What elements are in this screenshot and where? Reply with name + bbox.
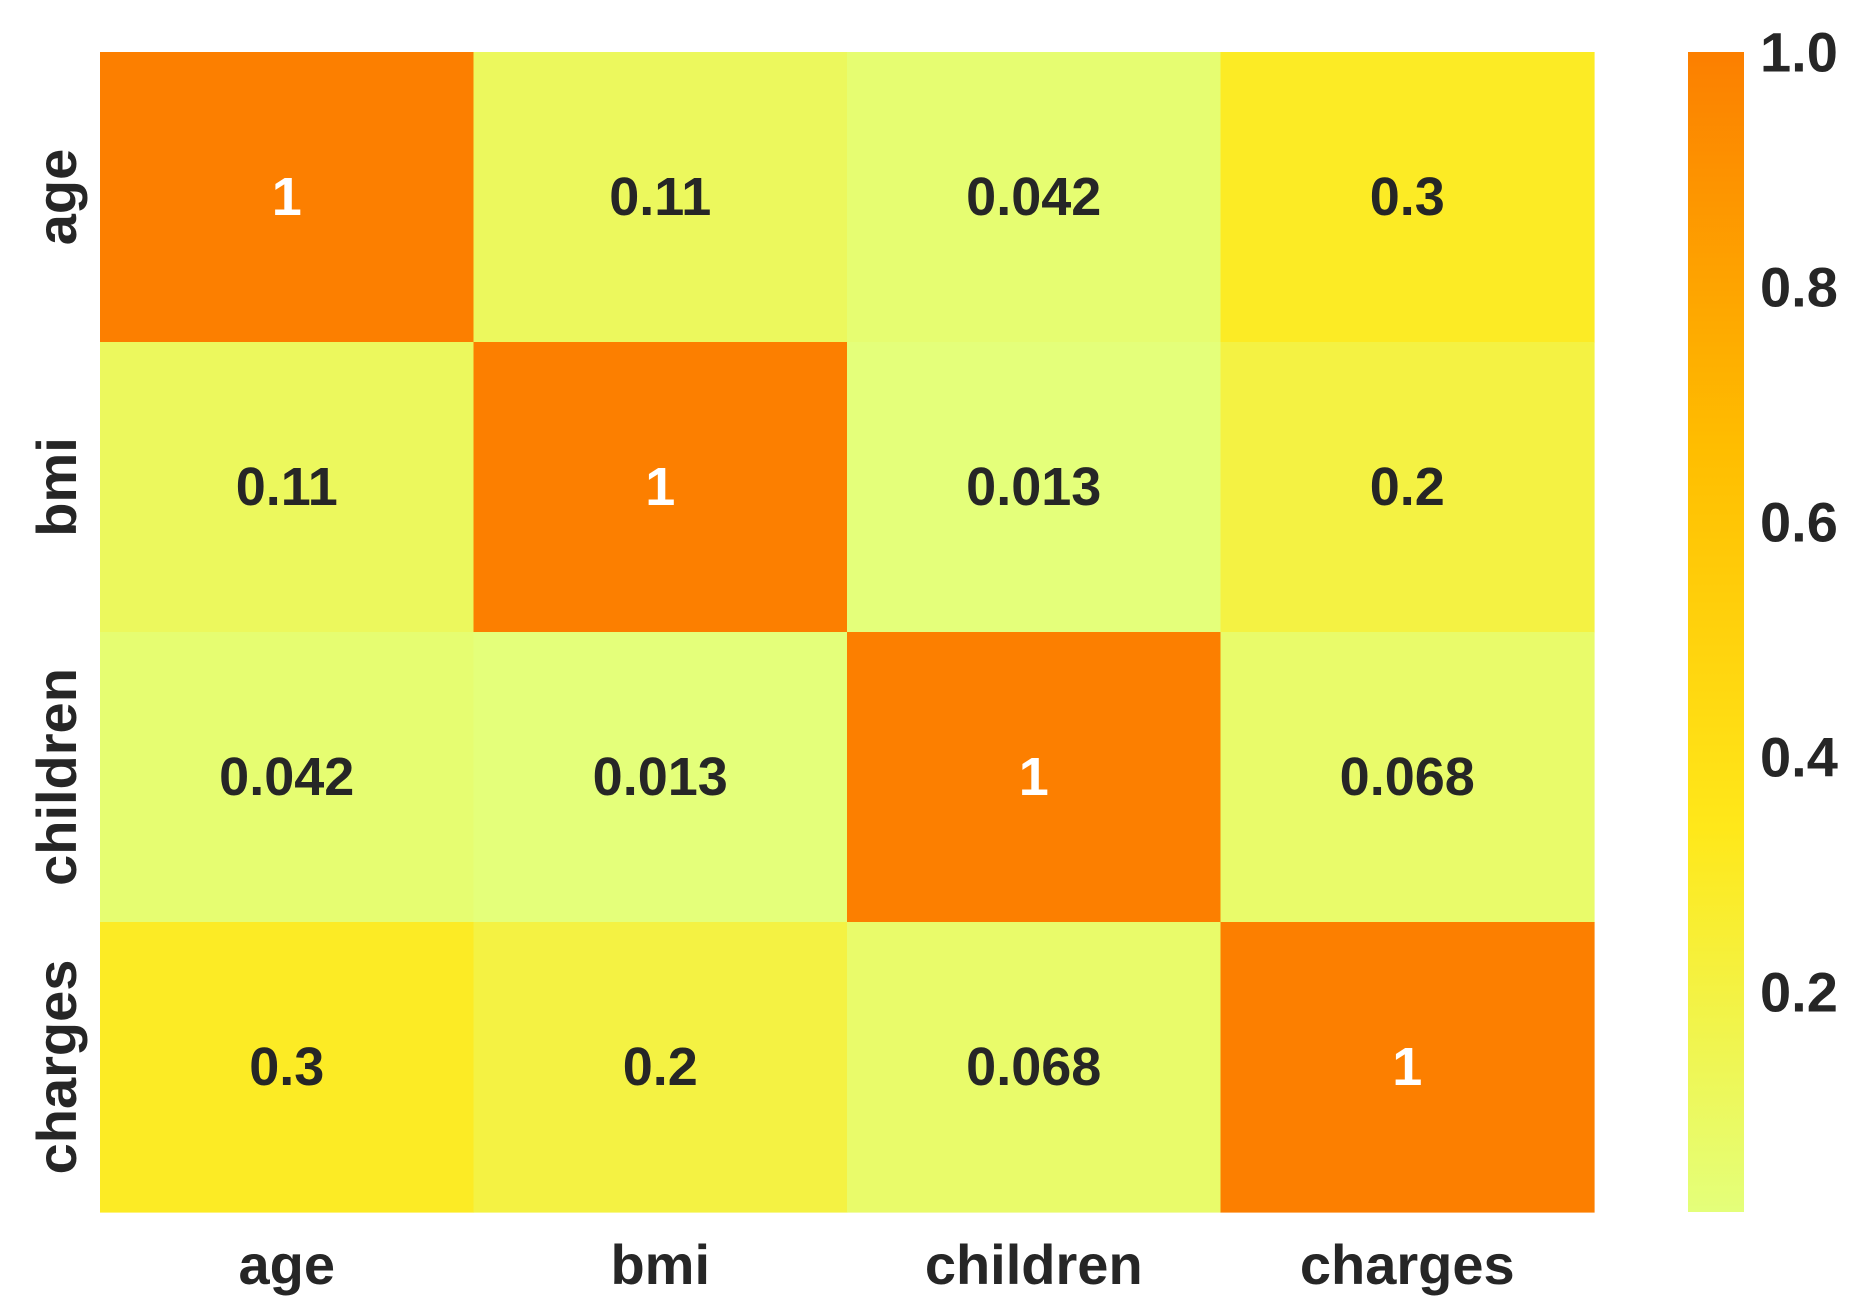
cell-annotation-charges-bmi: 0.2 — [623, 1037, 698, 1097]
y-tick-label-bmi: bmi — [25, 437, 88, 537]
cell-annotations: 1 0.11 0.042 0.3 0.11 1 0.013 0.2 0.042 0.013 1 0.0… — [219, 167, 1475, 1097]
heatmap-cells — [100, 52, 1595, 1213]
y-tick-label-charges: charges — [25, 960, 88, 1175]
heatmap-cell-children-children — [847, 632, 1222, 923]
cell-annotation-age-age: 1 — [272, 167, 302, 227]
heatmap-cell-children-bmi — [473, 632, 848, 923]
cell-annotation-children-age: 0.042 — [219, 747, 354, 807]
x-tick-label-age: age — [239, 1233, 336, 1296]
cell-annotation-bmi-age: 0.11 — [236, 457, 338, 517]
cell-annotation-bmi-children: 0.013 — [966, 457, 1101, 517]
heatmap-cell-charges-age — [100, 922, 475, 1213]
heatmap-cell-age-charges — [1220, 52, 1595, 343]
cell-annotation-children-children: 1 — [1019, 747, 1049, 807]
heatmap-cell-children-charges — [1220, 632, 1595, 923]
y-tick-label-age: age — [25, 149, 88, 246]
colorbar — [1688, 52, 1744, 1212]
x-tick-label-charges: charges — [1300, 1233, 1515, 1296]
heatmap-cell-bmi-age — [100, 342, 475, 633]
heatmap-cell-bmi-children — [847, 342, 1222, 633]
colorbar-tick-label-1.0: 1.0 — [1760, 21, 1838, 84]
heatmap-cell-charges-bmi — [473, 922, 848, 1213]
heatmap-cell-charges-children — [847, 922, 1222, 1213]
cell-annotation-bmi-charges: 0.2 — [1370, 457, 1445, 517]
heatmap-cell-age-children — [847, 52, 1222, 343]
colorbar-gradient-bar — [1688, 52, 1744, 1212]
heatmap-cell-age-age — [100, 52, 475, 343]
cell-annotation-children-bmi: 0.013 — [593, 747, 728, 807]
colorbar-tick-labels: 0.2 0.4 0.6 0.8 1.0 — [1760, 21, 1838, 1024]
cell-annotation-age-children: 0.042 — [966, 167, 1101, 227]
heatmap-cell-age-bmi — [473, 52, 848, 343]
cell-annotation-charges-charges: 1 — [1392, 1037, 1422, 1097]
y-axis-tick-labels: age bmi children charges — [25, 149, 88, 1175]
cell-annotation-charges-age: 0.3 — [249, 1037, 324, 1097]
cell-annotation-children-charges: 0.068 — [1340, 747, 1475, 807]
heatmap-cell-charges-charges — [1220, 922, 1595, 1213]
heatmap-cell-bmi-charges — [1220, 342, 1595, 633]
cell-annotation-bmi-bmi: 1 — [645, 457, 675, 517]
x-axis-tick-labels: age bmi children charges — [239, 1233, 1515, 1296]
colorbar-tick-label-0.2: 0.2 — [1760, 961, 1838, 1024]
cell-annotation-age-bmi: 0.11 — [609, 167, 711, 227]
colorbar-tick-label-0.8: 0.8 — [1760, 256, 1838, 319]
x-tick-label-children: children — [925, 1233, 1143, 1296]
colorbar-tick-label-0.6: 0.6 — [1760, 491, 1838, 554]
colorbar-tick-label-0.4: 0.4 — [1760, 726, 1838, 789]
heatmap-cell-bmi-bmi — [473, 342, 848, 633]
x-tick-label-bmi: bmi — [610, 1233, 710, 1296]
heatmap-cell-children-age — [100, 632, 475, 923]
cell-annotation-charges-children: 0.068 — [966, 1037, 1101, 1097]
y-tick-label-children: children — [25, 668, 88, 886]
cell-annotation-age-charges: 0.3 — [1370, 167, 1445, 227]
